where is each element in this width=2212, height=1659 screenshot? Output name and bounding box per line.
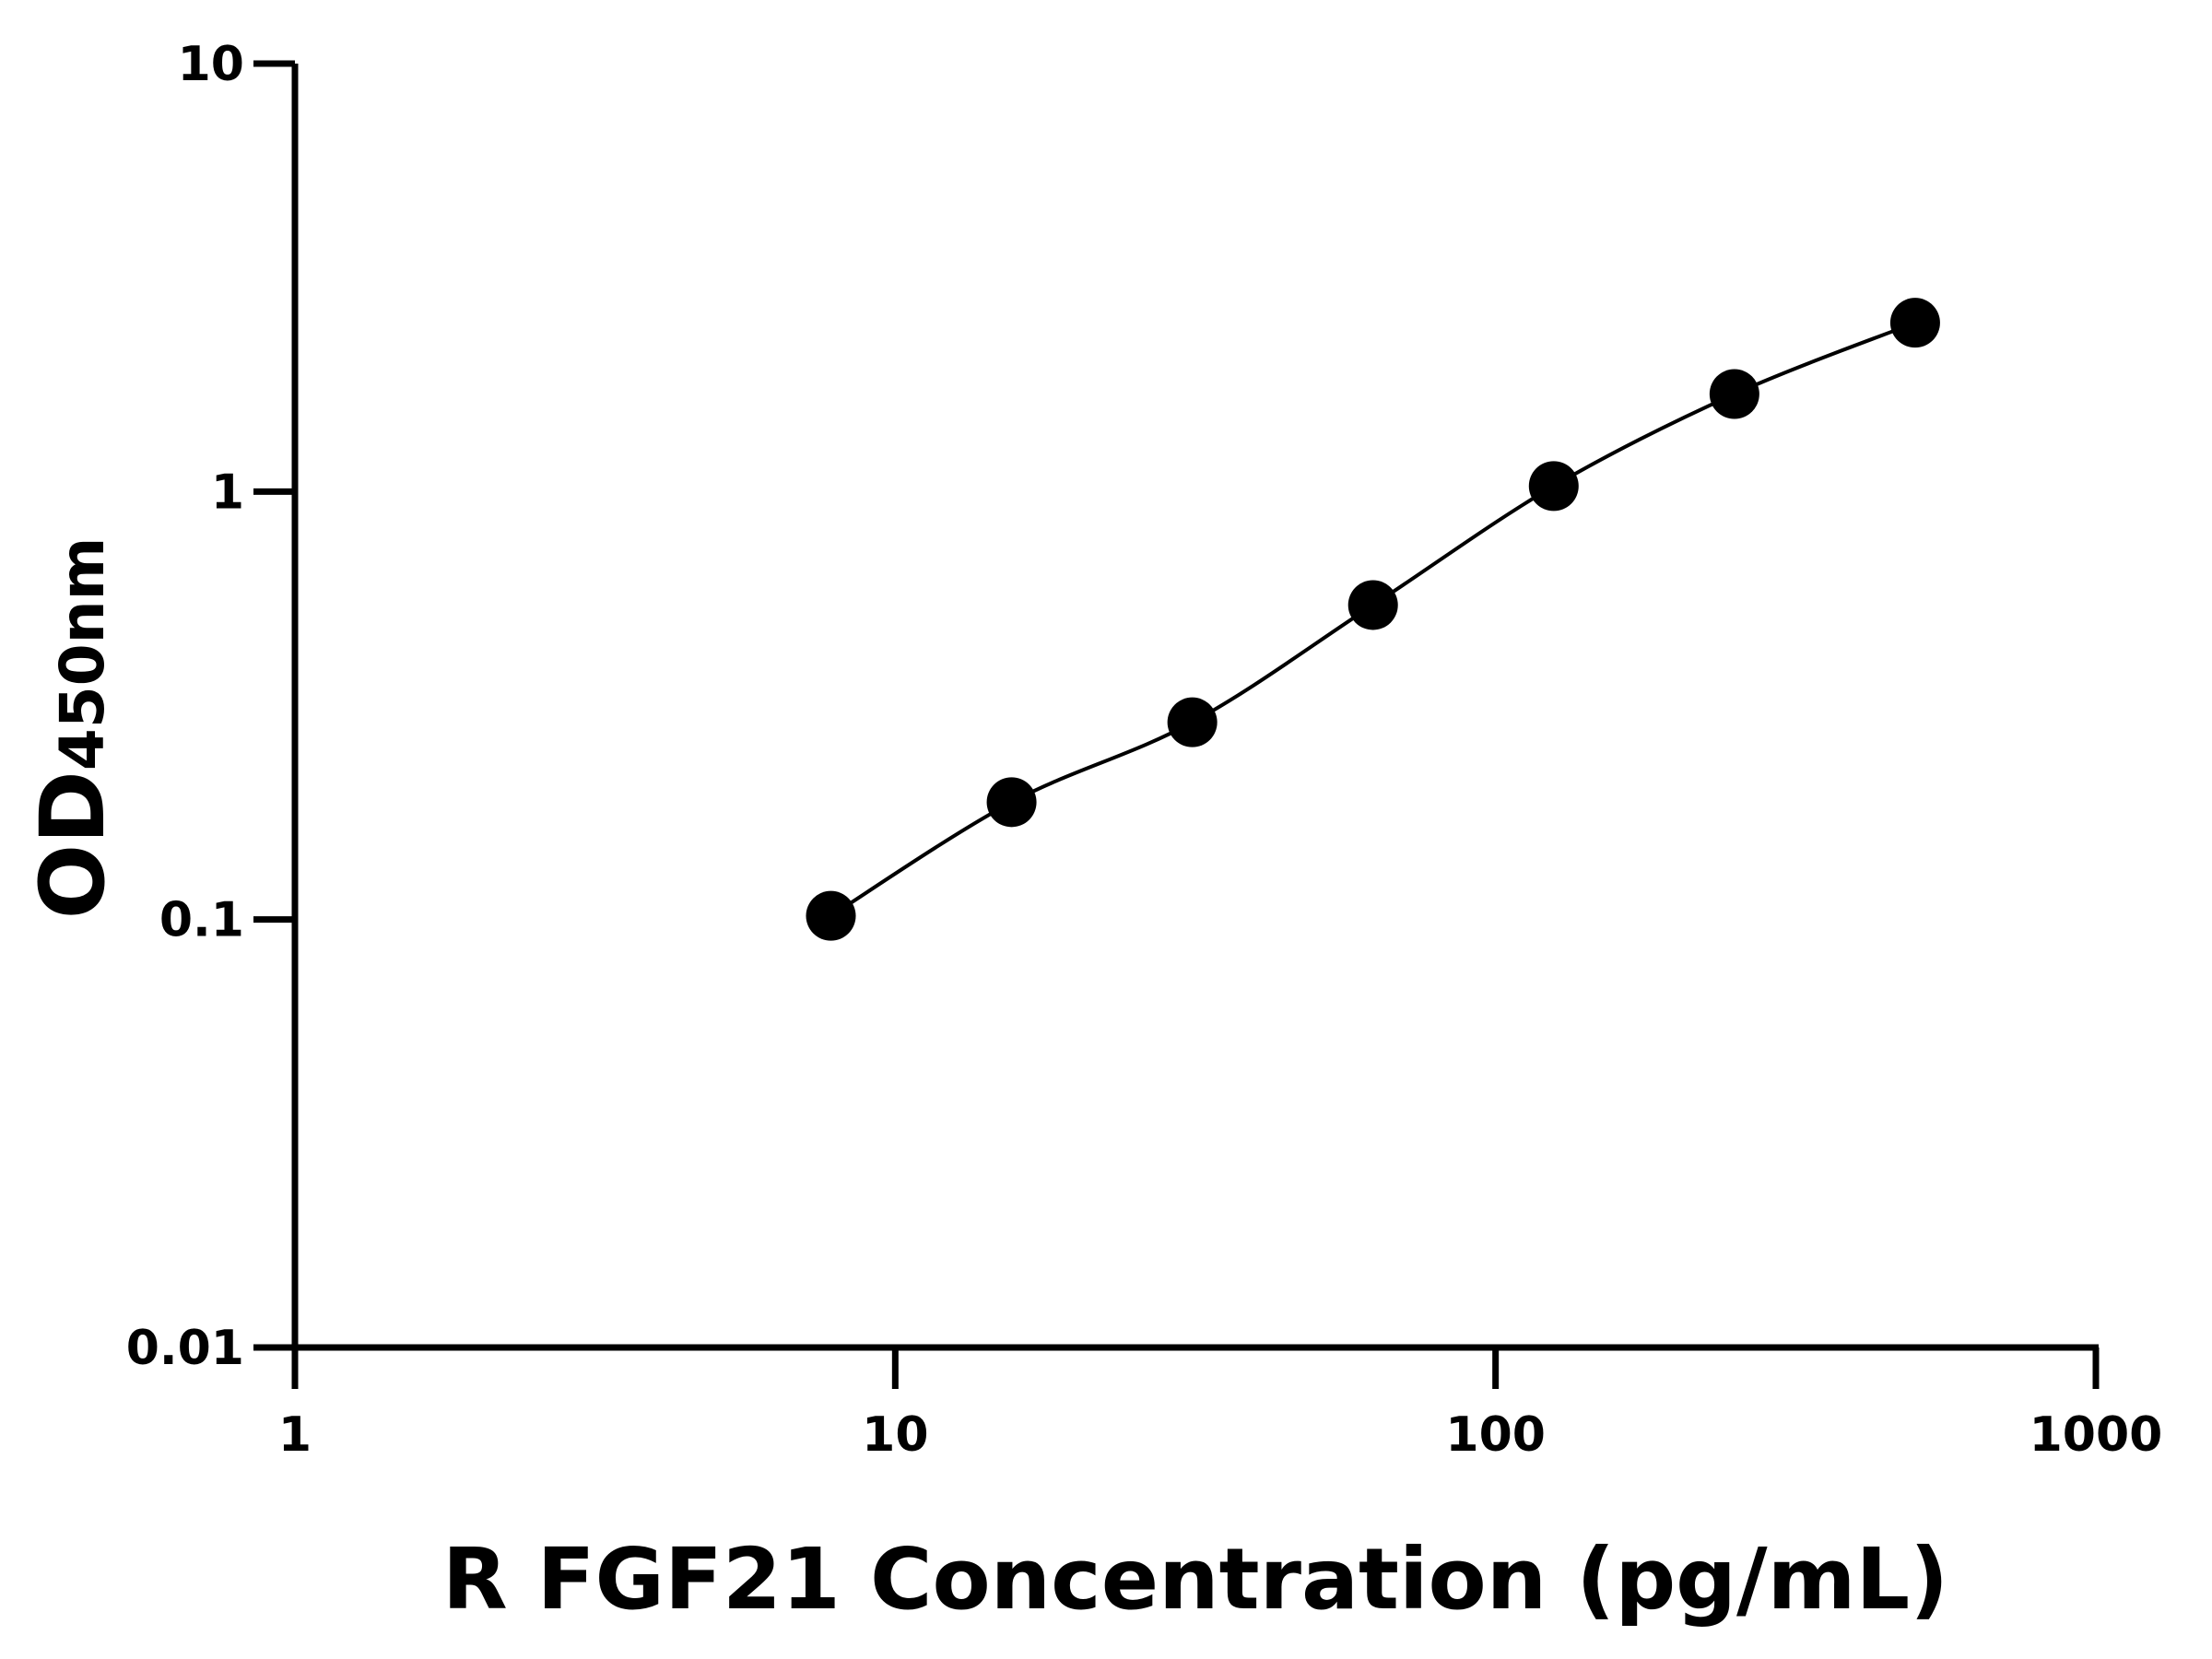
data-point (1709, 369, 1759, 419)
x-tick-label: 100 (1445, 1407, 1546, 1463)
data-point (1347, 580, 1398, 630)
data-point (1889, 298, 1940, 348)
data-points (806, 298, 1940, 941)
y-axis-label-main: OD (21, 771, 124, 919)
axes: 1 10 100 1000 0.01 0.1 1 10 (126, 37, 2163, 1463)
data-point (806, 890, 856, 941)
y-tick-label: 1 (211, 465, 244, 520)
y-axis-label-subscript: 450nm (47, 537, 118, 771)
y-axis-label: OD450nm (21, 537, 124, 920)
x-tick-label: 1000 (2030, 1407, 2163, 1463)
x-axis-label: R FGF21 Concentration (pg/mL) (442, 1530, 1948, 1629)
y-tick-label: 0.01 (126, 1321, 244, 1376)
data-point (1167, 697, 1218, 747)
y-tick-label: 0.1 (159, 893, 244, 948)
data-point (986, 777, 1037, 828)
x-tick-label: 10 (862, 1407, 928, 1463)
y-tick-label: 10 (178, 37, 244, 92)
x-tick-label: 1 (278, 1407, 312, 1463)
data-point (1528, 461, 1579, 512)
